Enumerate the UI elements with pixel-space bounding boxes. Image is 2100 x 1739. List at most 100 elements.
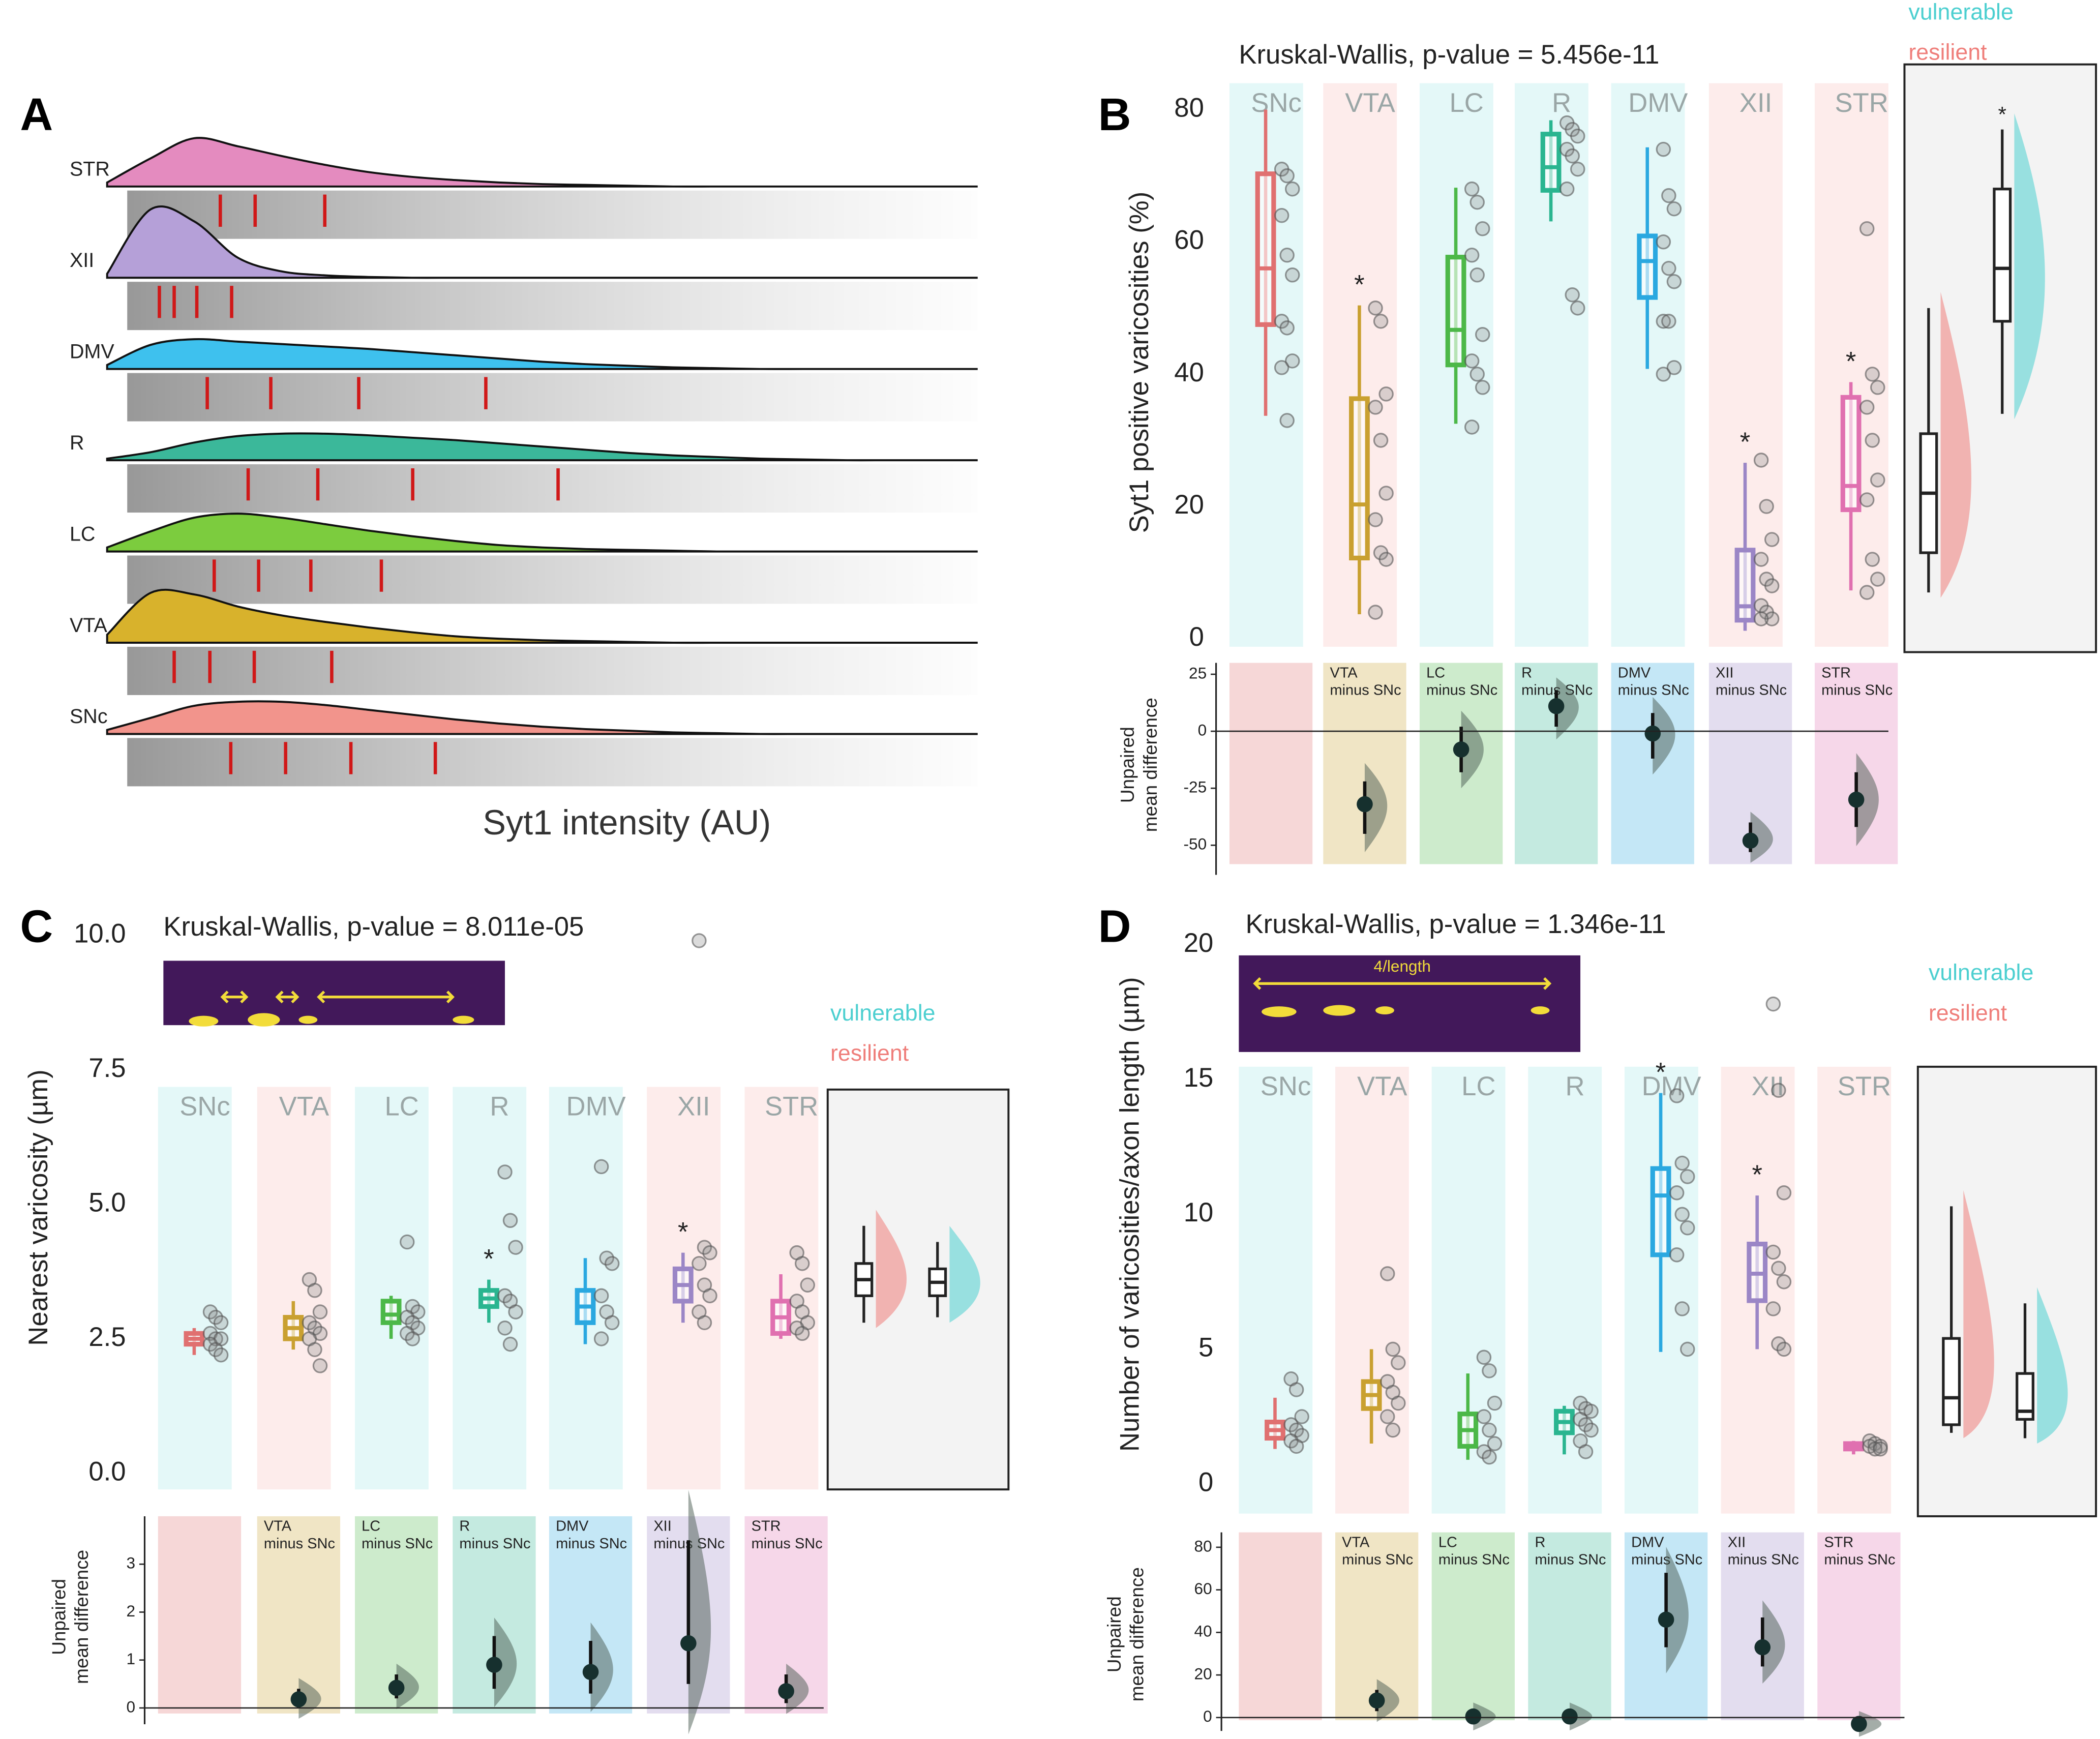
y-tick-label: 20: [1174, 490, 1204, 520]
data-point: [213, 1347, 229, 1363]
significance: *: [678, 1217, 688, 1247]
data-point: [1464, 181, 1480, 197]
data-point: [1776, 1341, 1792, 1357]
category-label: STR: [1835, 88, 1888, 118]
inset-label: 4/length: [1374, 957, 1431, 975]
category-label: SNc: [1261, 1071, 1311, 1101]
diff-label: VTA: [1330, 665, 1358, 681]
diff-distribution: [1461, 710, 1484, 789]
y-tick-label: 5: [1198, 1332, 1213, 1362]
y-tick-label: 0.0: [88, 1456, 126, 1486]
point-cloud: [127, 555, 978, 604]
box: [380, 1299, 402, 1325]
data-point: [1380, 1409, 1395, 1424]
data-point: [1487, 1395, 1503, 1411]
diff-label: VTA: [1342, 1534, 1370, 1550]
diff-distribution: [1762, 1600, 1785, 1684]
lane: [354, 1087, 429, 1490]
data-point: [1391, 1395, 1406, 1411]
y-tick-label: 7.5: [88, 1053, 126, 1083]
data-point: [508, 1240, 523, 1255]
diff-distribution: [1569, 1702, 1593, 1731]
chart-title: Kruskal-Wallis, p-value = 8.011e-05: [163, 912, 584, 942]
data-point: [1279, 320, 1295, 336]
diff-distribution: [1856, 753, 1879, 847]
box: [1255, 171, 1276, 327]
data-point: [1666, 201, 1682, 217]
data-point: [697, 1240, 712, 1255]
diff-label: minus SNc: [1821, 682, 1893, 699]
legend-entry: resilient: [830, 1040, 909, 1066]
data-point: [1279, 413, 1295, 428]
data-point: [1368, 301, 1383, 316]
density-ridge: [106, 137, 978, 188]
diff-mean: [778, 1683, 794, 1699]
summary-violin: [876, 1210, 907, 1328]
diff-label: R: [459, 1518, 470, 1535]
data-point: [794, 1256, 810, 1271]
y-axis-label: Syt1 positive varicosities (%): [1124, 192, 1154, 533]
box: [1650, 1166, 1671, 1257]
data-point: [399, 1234, 415, 1250]
summary-violin: [2037, 1287, 2068, 1444]
data-point: [312, 1358, 328, 1373]
data-point: [1559, 181, 1575, 197]
data-point: [1283, 1417, 1299, 1432]
data-point: [1469, 194, 1485, 210]
data-point: [1753, 552, 1769, 567]
diff-lane: [1229, 663, 1313, 864]
diff-lane: [1528, 1532, 1611, 1721]
y-tick-label: 80: [1194, 1537, 1212, 1555]
lane: [1335, 1066, 1409, 1514]
series-label: VTA: [70, 614, 108, 637]
y-tick-label: 15: [1184, 1063, 1214, 1093]
y-tick-label: 0: [1203, 1707, 1212, 1725]
diff-distribution: [1364, 763, 1388, 852]
summary-box: [1942, 1337, 1961, 1426]
point-cloud: [127, 464, 978, 513]
box: [1349, 396, 1370, 561]
data-point: [1669, 1247, 1685, 1263]
data-point: [1656, 234, 1671, 250]
data-point: [1867, 1441, 1883, 1457]
category-label: VTA: [1345, 88, 1395, 118]
diff-label: XII: [1716, 665, 1733, 681]
data-point: [1765, 1244, 1781, 1260]
y-tick-label: 1: [126, 1650, 135, 1668]
data-point: [1764, 611, 1780, 626]
y-axis-label: Nearest varicosity (µm): [23, 1069, 53, 1346]
category-label: VTA: [1357, 1071, 1407, 1101]
data-point: [1464, 353, 1480, 369]
category-label: LC: [1461, 1071, 1495, 1101]
diff-mean: [1453, 741, 1469, 758]
diff-distribution: [1473, 1702, 1496, 1731]
data-point: [508, 1304, 523, 1320]
data-point: [1865, 367, 1880, 382]
y-tick-label: 25: [1189, 664, 1207, 682]
diff-mean: [1754, 1639, 1771, 1656]
legend-entry: vulnerable: [830, 1000, 936, 1026]
diff-mean: [1562, 1708, 1578, 1725]
diff-label: STR: [1821, 665, 1851, 681]
data-point: [302, 1315, 317, 1331]
diff-label: minus SNc: [1824, 1552, 1895, 1568]
data-point: [1674, 1207, 1690, 1222]
significance: *: [1740, 427, 1751, 457]
data-point: [1368, 400, 1383, 415]
series-label: LC: [70, 523, 95, 545]
diff-distribution: [1556, 677, 1579, 740]
data-point: [1482, 1363, 1497, 1378]
significance: *: [1998, 102, 2006, 126]
diff-label: minus SNc: [459, 1536, 530, 1552]
data-point: [1274, 207, 1289, 223]
data-point: [599, 1250, 614, 1266]
data-point: [208, 1331, 223, 1346]
diff-label: minus SNc: [556, 1536, 627, 1552]
data-point: [1294, 1409, 1309, 1424]
data-point: [1661, 188, 1676, 203]
panel-letter: B: [1098, 89, 1131, 140]
data-point: [497, 1288, 513, 1304]
summary-violin: [949, 1225, 980, 1323]
y-tick-label: 0: [1198, 1467, 1213, 1497]
